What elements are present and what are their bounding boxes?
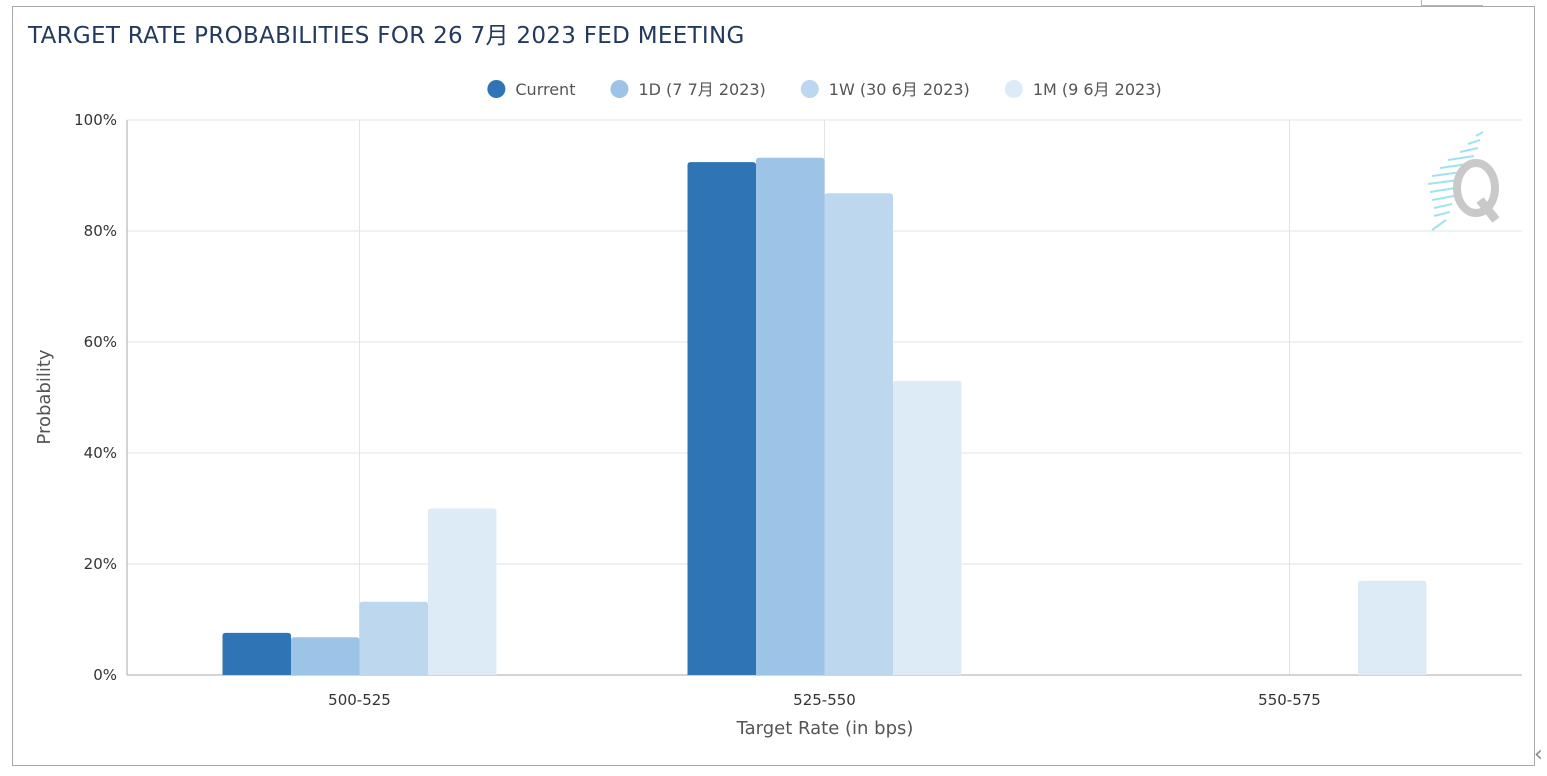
y-tick-label: 20%	[84, 555, 117, 573]
bar-1w-500-525[interactable]	[359, 601, 429, 675]
tick-labels: 0% 20% 40% 60% 80% 100% 500-525 525-550 550-575	[74, 111, 1321, 709]
chart-frame	[12, 6, 1535, 766]
bar-current-500-525[interactable]	[222, 632, 292, 675]
legend-label: 1W (30 6月 2023)	[829, 80, 970, 99]
bar-1d-500-525[interactable]	[291, 637, 360, 675]
y-axis-label: Probability	[34, 349, 55, 444]
legend-item[interactable]: Current	[487, 80, 575, 99]
legend-item[interactable]: 1W (30 6月 2023)	[800, 80, 970, 99]
bar-1d-525-550[interactable]	[756, 157, 825, 676]
y-tick-label: 40%	[84, 444, 117, 462]
legend-item[interactable]: 1M (9 6月 2023)	[1004, 80, 1162, 99]
bars	[222, 157, 1427, 676]
y-tick-label: 80%	[84, 222, 117, 240]
legend-label: 1D (7 7月 2023)	[638, 80, 765, 99]
legend-label: Current	[515, 80, 575, 99]
x-tick-label: 550-575	[1258, 691, 1321, 709]
x-tick-label: 500-525	[328, 691, 391, 709]
bar-1m-525-550[interactable]	[893, 380, 962, 675]
legend[interactable]: Current 1D (7 7月 2023) 1W (30 6月 2023) 1M (…	[487, 80, 1162, 99]
legend-swatch	[1004, 80, 1023, 98]
bar-1m-500-525[interactable]	[428, 508, 497, 676]
legend-item[interactable]: 1D (7 7月 2023)	[610, 80, 766, 99]
legend-swatch	[610, 80, 629, 98]
x-axis-label: Target Rate (in bps)	[736, 718, 914, 739]
resize-handle-icon[interactable]: ‹	[1534, 742, 1543, 767]
bar-1w-525-550[interactable]	[824, 193, 894, 675]
frame-tab	[1421, 0, 1483, 6]
y-tick-label: 100%	[74, 111, 117, 129]
chart-title: TARGET RATE PROBABILITIES FOR 26 7月 2023…	[28, 23, 745, 49]
y-tick-label: 0%	[93, 666, 117, 684]
bar-current-525-550[interactable]	[687, 162, 757, 675]
y-tick-label: 60%	[84, 333, 117, 351]
x-tick-label: 525-550	[793, 691, 856, 709]
legend-swatch	[800, 80, 819, 98]
legend-swatch	[487, 80, 506, 98]
legend-label: 1M (9 6月 2023)	[1033, 80, 1162, 99]
watermark-logo-icon	[1427, 131, 1500, 231]
bar-1m-550-575[interactable]	[1358, 580, 1427, 675]
grid-lines	[126, 119, 1522, 676]
